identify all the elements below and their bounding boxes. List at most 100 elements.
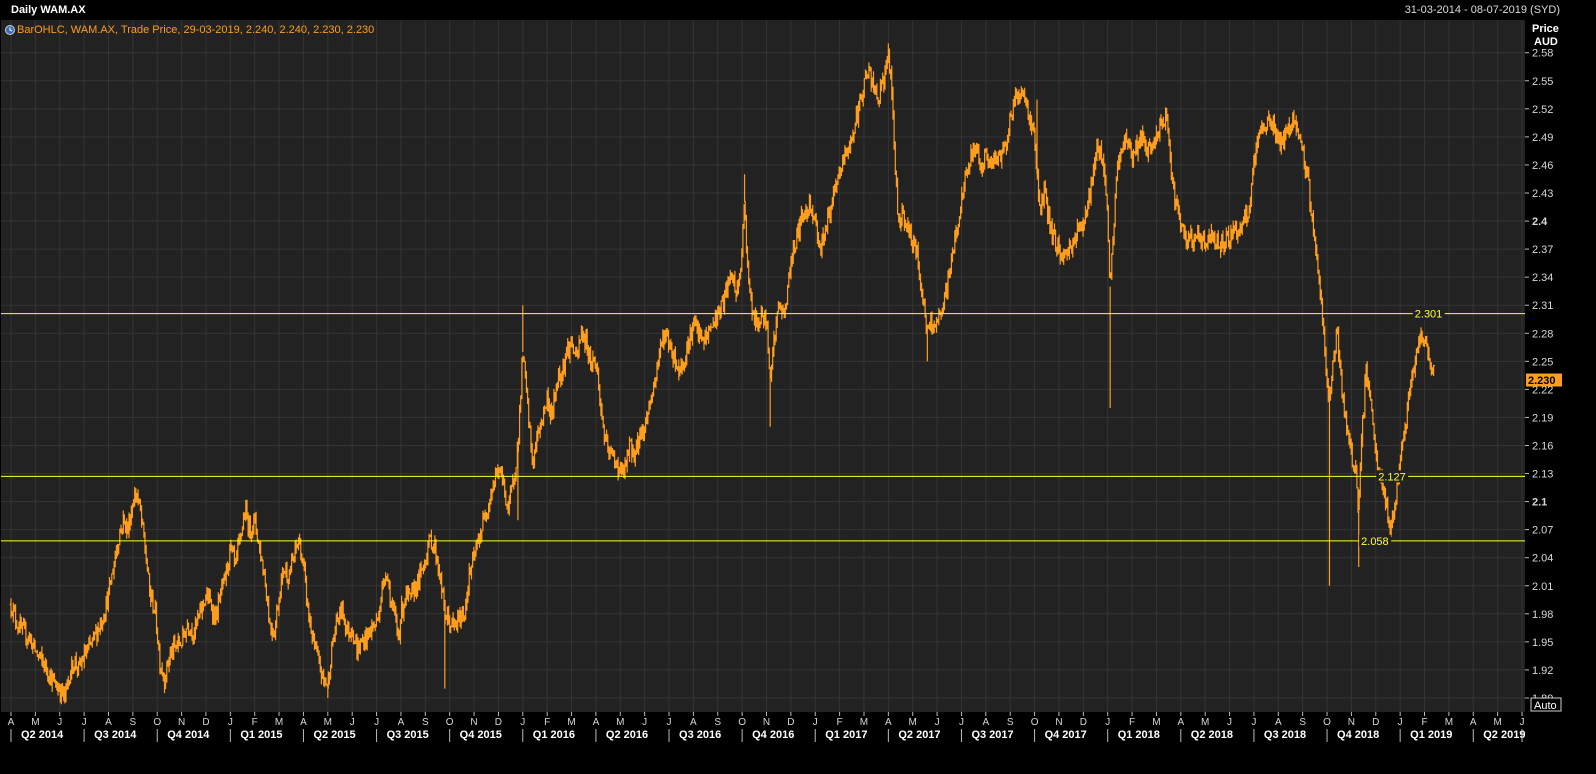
quarter-label: Q2 2019 — [1483, 729, 1525, 741]
month-label: F — [544, 717, 550, 728]
y-tick-label: 2.01 — [1532, 581, 1553, 593]
month-label: S — [422, 717, 429, 728]
month-label: J — [667, 717, 672, 728]
y-tick-label: 2.49 — [1532, 132, 1553, 144]
month-label: F — [252, 717, 258, 728]
month-label: J — [1105, 717, 1110, 728]
quarter-label: Q4 2015 — [460, 729, 502, 741]
month-label: J — [959, 717, 964, 728]
month-label: N — [470, 717, 477, 728]
month-label: F — [837, 717, 843, 728]
month-label: J — [57, 717, 62, 728]
quarter-label: Q4 2014 — [167, 729, 210, 741]
month-label: A — [1470, 717, 1477, 728]
month-label: S — [714, 717, 721, 728]
y-tick-label: 2.37 — [1532, 244, 1553, 256]
y-tick-label: 2.04 — [1532, 553, 1553, 565]
quarter-label: Q2 2017 — [898, 729, 940, 741]
quarter-label: Q2 2015 — [313, 729, 355, 741]
month-label: O — [153, 717, 161, 728]
month-label: M — [567, 717, 575, 728]
month-label: S — [130, 717, 137, 728]
auto-button-bg[interactable] — [1530, 697, 1562, 712]
quarter-label: Q3 2017 — [971, 729, 1013, 741]
month-label: M — [860, 717, 868, 728]
horizontal-line-label-bg — [1376, 470, 1409, 483]
month-label: J — [228, 717, 233, 728]
month-label: J — [82, 717, 87, 728]
quarter-label: Q3 2015 — [387, 729, 429, 741]
month-label: M — [1493, 717, 1501, 728]
y-tick-label: 1.92 — [1532, 665, 1553, 677]
quarter-label: Q3 2016 — [679, 729, 721, 741]
y-tick-label: 2.25 — [1532, 356, 1553, 368]
y-tick-label: 2.1 — [1532, 497, 1547, 509]
horizontal-line-label: 2.301 — [1415, 309, 1443, 321]
month-label: O — [1323, 717, 1331, 728]
last-price-tag-text: 2.230 — [1528, 375, 1556, 387]
horizontal-line-label-bg — [1412, 307, 1445, 320]
month-label: J — [1398, 717, 1403, 728]
quarter-label: Q1 2015 — [240, 729, 282, 741]
y-tick-label: 1.98 — [1532, 609, 1553, 621]
quarter-label: Q4 2018 — [1337, 729, 1379, 741]
last-price-tag: 2.230 — [1526, 373, 1562, 387]
month-label: D — [1372, 717, 1379, 728]
y-tick-label: 2.43 — [1532, 188, 1553, 200]
month-label: M — [31, 717, 39, 728]
month-label: S — [1299, 717, 1306, 728]
y-tick-label: 2.4 — [1532, 216, 1548, 228]
month-label: A — [983, 717, 990, 728]
month-label: A — [1177, 717, 1184, 728]
y-tick-label: 2.07 — [1532, 525, 1553, 537]
y-axis-title-currency: AUD — [1534, 36, 1558, 48]
quarter-label: Q1 2017 — [825, 729, 867, 741]
last-price-tag-bg — [1526, 373, 1562, 387]
month-label: J — [1520, 717, 1525, 728]
month-label: O — [446, 717, 454, 728]
month-label: A — [8, 717, 15, 728]
month-label: N — [763, 717, 770, 728]
title-bar: Daily WAM.AX 31-03-2014 - 08-07-2019 (SY… — [0, 0, 1596, 20]
month-label: M — [616, 717, 624, 728]
quarter-label: Q4 2016 — [752, 729, 794, 741]
quarter-label: Q1 2019 — [1410, 729, 1452, 741]
clock-hands — [9, 27, 13, 32]
month-label: N — [1055, 717, 1062, 728]
quarter-label: Q1 2016 — [533, 729, 575, 741]
quarter-label: Q2 2018 — [1191, 729, 1233, 741]
month-label: J — [813, 717, 818, 728]
month-label: J — [374, 717, 379, 728]
ohlc-bars — [9, 48, 1435, 705]
month-label: S — [1007, 717, 1014, 728]
month-label: A — [885, 717, 892, 728]
grid-lines — [1, 20, 1525, 712]
month-label: O — [738, 717, 746, 728]
y-tick-label: 2.55 — [1532, 76, 1553, 88]
month-label: A — [593, 717, 600, 728]
y-tick-label: 2.34 — [1532, 272, 1553, 284]
quarter-label: Q2 2016 — [606, 729, 648, 741]
month-label: A — [690, 717, 697, 728]
month-label: N — [1348, 717, 1355, 728]
quarter-label: Q3 2018 — [1264, 729, 1306, 741]
month-label: D — [1080, 717, 1087, 728]
month-label: M — [909, 717, 917, 728]
y-axis: 1.891.921.951.982.012.042.072.12.132.162… — [1525, 48, 1553, 705]
y-axis-panel[interactable] — [1526, 20, 1562, 712]
auto-scale-button[interactable]: Auto — [1530, 697, 1562, 712]
month-label: M — [324, 717, 332, 728]
x-axis-panel[interactable] — [1, 712, 1525, 744]
month-label: M — [1152, 717, 1160, 728]
month-label: O — [1031, 717, 1039, 728]
month-label: F — [1129, 717, 1135, 728]
month-label: A — [1275, 717, 1282, 728]
month-label: J — [642, 717, 647, 728]
y-tick-label: 2.28 — [1532, 328, 1553, 340]
legend-text: BarOHLC, WAM.AX, Trade Price, 29-03-2019… — [17, 24, 374, 36]
y-tick-label: 2.31 — [1532, 300, 1553, 312]
auto-button-label[interactable]: Auto — [1534, 700, 1557, 712]
